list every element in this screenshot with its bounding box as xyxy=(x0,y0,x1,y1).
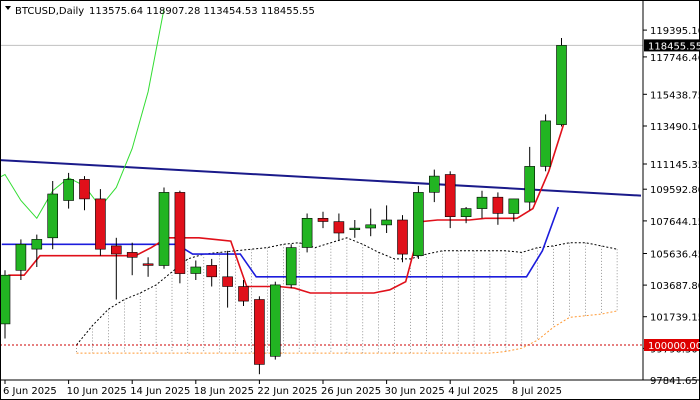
y-tick-label: 107644.15 xyxy=(650,217,700,228)
price-scale-background xyxy=(643,0,700,380)
y-tick-label: 103687.80 xyxy=(650,281,700,292)
bullish-candle xyxy=(540,120,551,167)
bullish-candle xyxy=(349,227,361,231)
bullish-candle xyxy=(428,175,440,193)
time-scale-background xyxy=(0,380,700,400)
bearish-candle xyxy=(206,265,217,278)
bearish-candle xyxy=(126,252,138,258)
y-tick-label: 97841.65 xyxy=(650,376,698,387)
bullish-candle xyxy=(0,274,11,325)
tenkan-sen-line xyxy=(8,120,566,294)
y-tick-label: 101739.15 xyxy=(650,313,700,324)
bullish-candle xyxy=(158,192,170,266)
bearish-candle xyxy=(174,192,186,274)
x-tick-label: 8 Jul 2025 xyxy=(512,386,562,397)
ohlc-label: 113575.64 118907.28 113454.53 118455.55 xyxy=(89,6,315,17)
x-tick-label: 6 Jun 2025 xyxy=(3,386,57,397)
bearish-candle xyxy=(333,221,345,234)
bullish-candle xyxy=(381,219,392,226)
collapse-triangle-icon[interactable] xyxy=(5,6,11,10)
x-tick-label: 4 Jul 2025 xyxy=(448,386,498,397)
chikou-span-line xyxy=(0,8,165,220)
y-tick-label: 119395.10 xyxy=(650,26,700,37)
bearish-candle xyxy=(95,198,106,250)
bullish-candle xyxy=(365,224,377,229)
current-price-badge-text: 118455.55 xyxy=(648,41,700,52)
y-tick-label: 105636.45 xyxy=(650,250,700,261)
bullish-candle xyxy=(285,247,297,286)
kijun-sen-line xyxy=(1,206,560,278)
x-tick-label: 26 Jun 2025 xyxy=(321,386,381,397)
bullish-candle xyxy=(15,244,27,271)
x-tick-label: 14 Jun 2025 xyxy=(130,386,190,397)
level-price-badge xyxy=(644,339,699,351)
bearish-candle xyxy=(142,263,154,266)
x-tick-label: 22 Jun 2025 xyxy=(257,386,317,397)
y-tick-label: 111145.35 xyxy=(650,160,700,171)
x-tick-label: 18 Jun 2025 xyxy=(194,386,254,397)
bullish-candle xyxy=(524,166,536,203)
bullish-candle xyxy=(301,218,313,248)
bullish-candle xyxy=(190,266,202,274)
bullish-candle xyxy=(413,192,424,256)
level-price-badge-text: 100000.00 xyxy=(648,341,700,352)
bullish-candle xyxy=(63,179,74,201)
bullish-candle xyxy=(556,45,567,125)
bearish-candle xyxy=(79,179,90,200)
y-tick-label: 117746.46 xyxy=(650,53,700,64)
bearish-candle xyxy=(222,276,233,287)
bearish-candle xyxy=(238,286,249,302)
bearish-candle xyxy=(492,196,504,214)
price-badges: 118455.55 100000.00 xyxy=(644,39,700,352)
bullish-candle xyxy=(508,198,520,214)
y-tick-label: 115438.75 xyxy=(650,90,700,101)
bearish-candle xyxy=(444,174,456,218)
bullish-candle xyxy=(476,196,488,209)
symbol-label: BTCUSD,Daily xyxy=(15,6,84,17)
bearish-candle xyxy=(397,219,408,255)
senkou-span-a-line xyxy=(76,237,618,346)
bullish-candle xyxy=(47,193,59,239)
bullish-candle xyxy=(31,239,43,250)
bearish-candle xyxy=(111,245,122,255)
chart-header: BTCUSD,Daily 113575.64 118907.28 113454.… xyxy=(5,6,315,17)
y-tick-label: 109592.80 xyxy=(650,185,700,196)
bullish-candle xyxy=(269,284,281,357)
x-tick-label: 30 Jun 2025 xyxy=(385,386,445,397)
bullish-candle xyxy=(460,208,472,218)
bearish-candle xyxy=(317,218,329,222)
current-price-badge xyxy=(644,39,699,52)
x-tick-label: 10 Jun 2025 xyxy=(67,386,127,397)
y-tick-label: 113490.10 xyxy=(650,122,700,133)
bearish-candle xyxy=(254,299,265,365)
